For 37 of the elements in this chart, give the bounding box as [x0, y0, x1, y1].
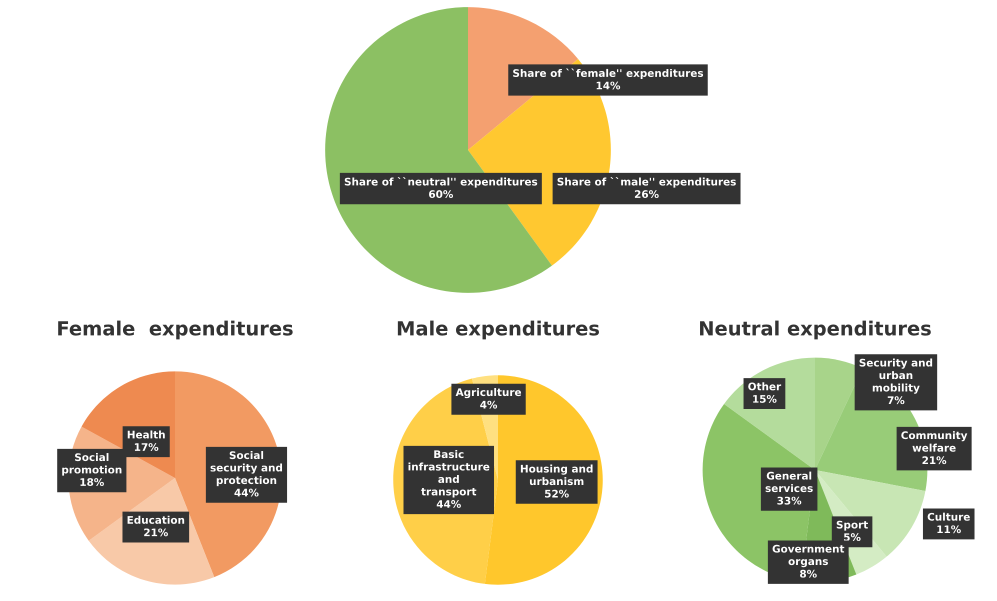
data-label: 52%: [545, 490, 569, 498]
data-label: 44%: [234, 488, 259, 497]
slice-label: Education: [128, 516, 184, 524]
data-label: 15%: [753, 394, 777, 403]
data-label: 11%: [937, 525, 961, 534]
data-label: 21%: [144, 528, 168, 536]
data-label: 7%: [888, 396, 904, 404]
data-label: 18%: [80, 478, 104, 486]
slice-label: Share of ``male'' expenditures: [558, 177, 736, 188]
data-label: 5%: [844, 533, 861, 542]
slice-label: Basic infrastructure and transport: [408, 450, 490, 498]
chart-title: Neutral expenditures: [700, 320, 931, 340]
slice-label: Housing and urbanism: [520, 464, 593, 486]
slice-label: General services: [766, 472, 813, 492]
data-label: 17%: [134, 443, 158, 451]
slice-label: Culture: [928, 512, 970, 521]
slice-label: Share of ``neutral'' expenditures: [344, 177, 538, 188]
slice-label: Government organs: [772, 544, 844, 568]
data-label: 60%: [429, 190, 453, 198]
data-label: 4%: [480, 400, 498, 409]
slice-label: Community welfare: [901, 431, 968, 452]
data-label: 26%: [634, 190, 659, 198]
data-label: 21%: [922, 456, 946, 464]
chart-title: Female expenditures: [58, 320, 293, 340]
slice-label: Share of ``female'' expenditures: [513, 68, 704, 80]
slice-label: Social security and protection: [210, 451, 282, 486]
data-label: 8%: [800, 570, 817, 578]
slice-label: Health: [128, 430, 165, 439]
data-label: 44%: [436, 500, 461, 508]
slice-label: Security and urban mobility: [860, 358, 932, 394]
chart-title: Male expenditures: [398, 320, 599, 340]
slice-label: Other: [748, 382, 782, 390]
slice-label: Agriculture: [456, 388, 522, 398]
slice-label: Sport: [836, 520, 868, 531]
data-label: 14%: [596, 82, 620, 90]
slice-label: Social promotion: [62, 453, 122, 476]
data-label: 33%: [777, 496, 802, 505]
